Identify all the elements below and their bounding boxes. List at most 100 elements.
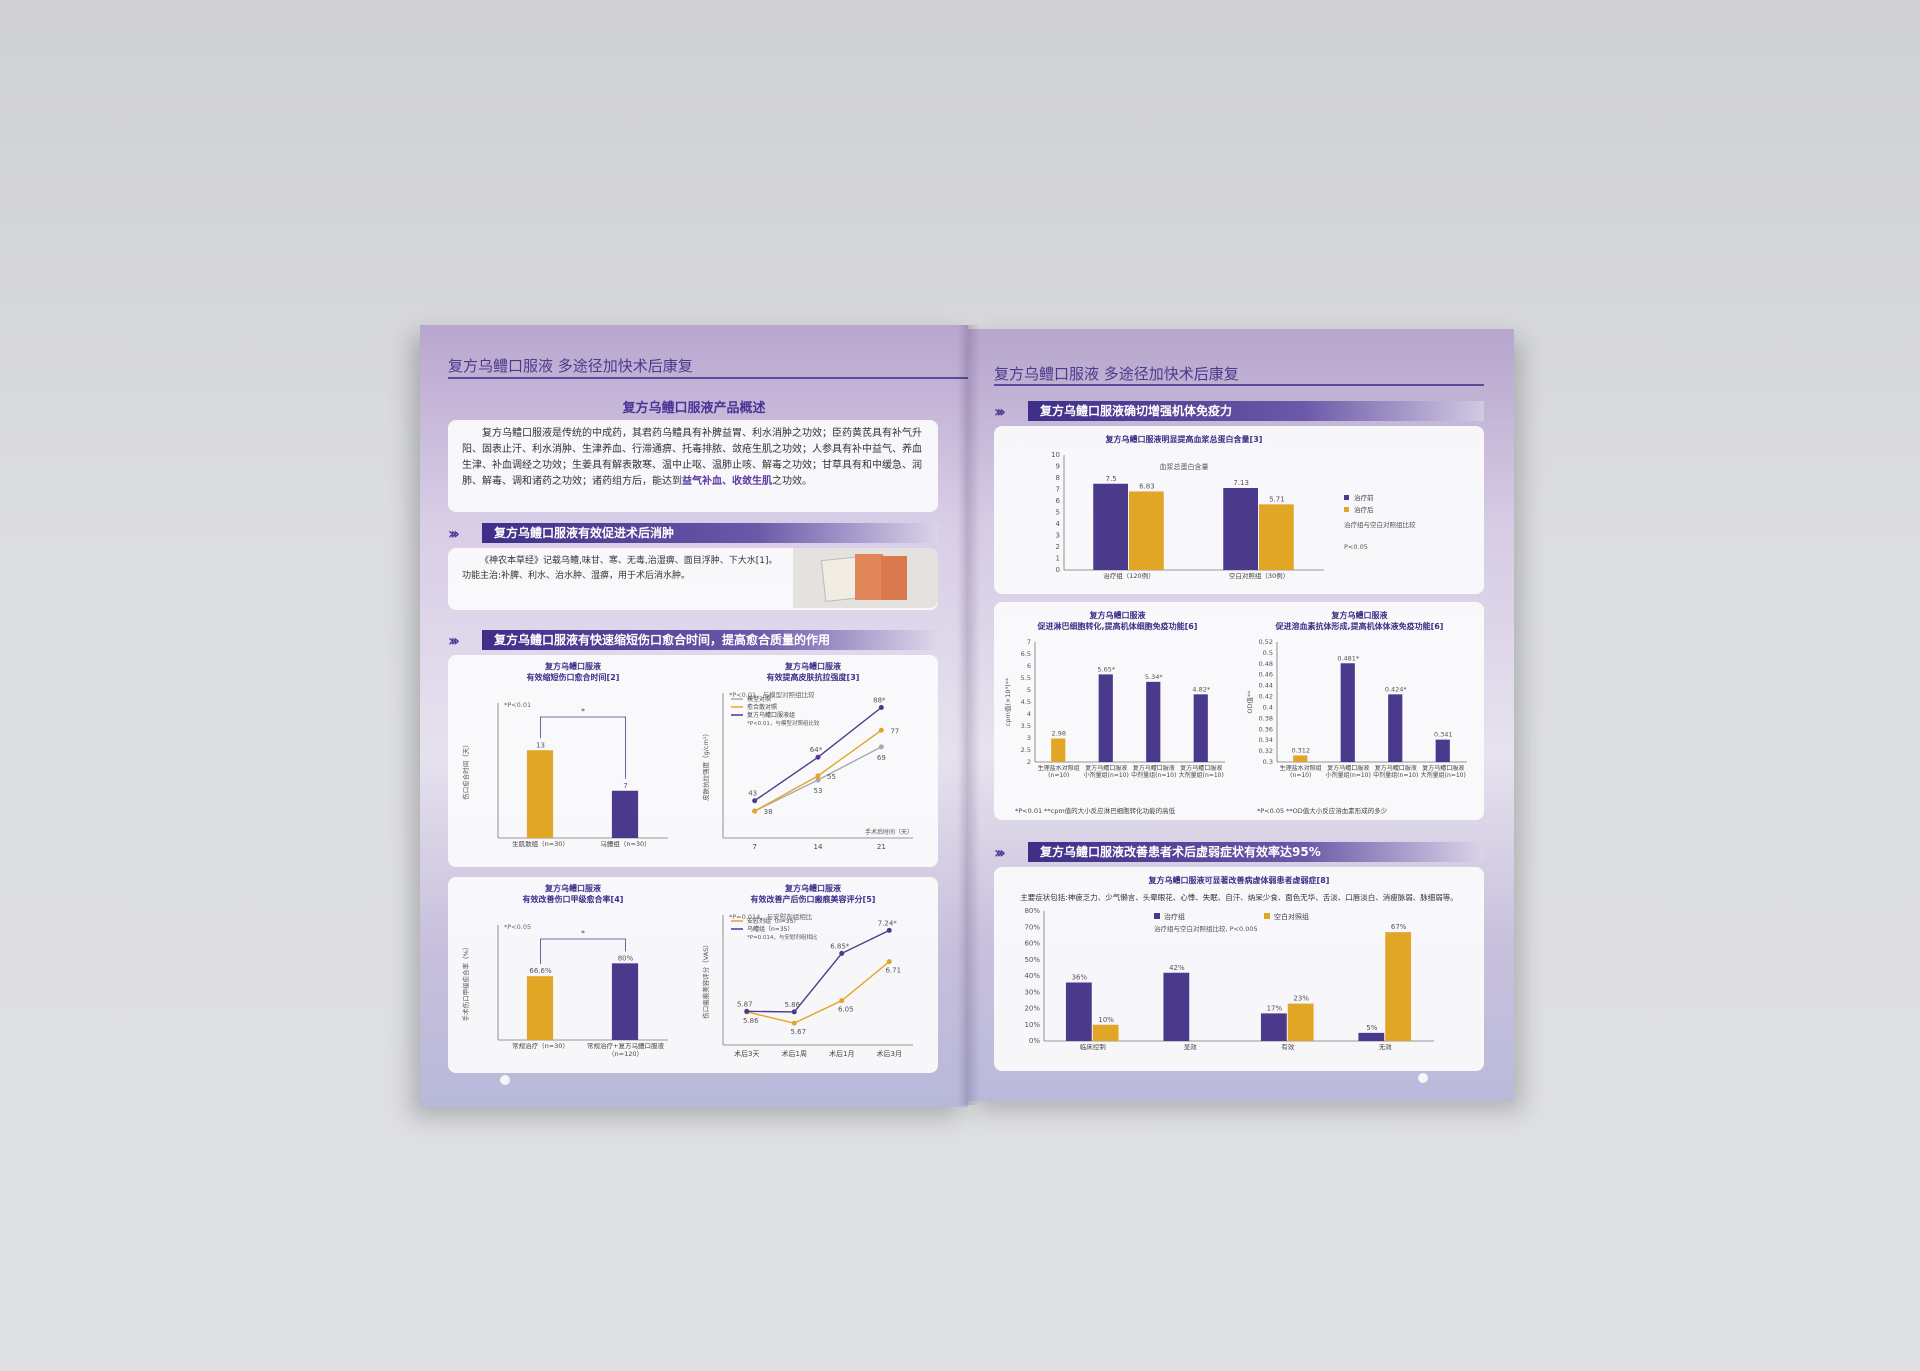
page-header: 复方乌鳢口服液 多途径加快术后康复 — [448, 357, 693, 375]
y-tick-label: 80% — [1024, 907, 1040, 915]
bar — [1293, 755, 1308, 762]
data-label: 0.312 — [1291, 746, 1310, 754]
series-line — [754, 729, 882, 812]
data-label: 43 — [748, 790, 757, 798]
x-tick-label: 术后3天 — [734, 1049, 759, 1058]
x-tick-label: 术后1周 — [782, 1049, 807, 1058]
data-label: 55 — [827, 773, 836, 781]
bar — [526, 750, 554, 838]
chart-title: 复方乌鳢口服液 促进溶血素抗体形成,提高机体体液免疫功能[6] — [1275, 611, 1444, 631]
data-point — [815, 754, 821, 760]
y-tick-label: 7 — [1056, 486, 1060, 494]
y-tick-label: 0.52 — [1259, 638, 1273, 646]
x-tick-label-box: 复方乌鳢口服液中剂量组(n=10) — [1131, 765, 1177, 780]
series-line — [746, 961, 890, 1024]
series-line — [746, 929, 890, 1013]
x-tick-label-box: 乌鳢组（n=30） — [600, 841, 651, 848]
data-label: 7 — [623, 782, 627, 790]
data-label: 6.83 — [1139, 482, 1155, 490]
x-tick-label: 常规治疗+复方乌鳢口服液（n=120） — [587, 1043, 664, 1058]
data-label: 5.71 — [1269, 495, 1285, 503]
significance-mark: * — [581, 929, 585, 938]
x-tick-label: 复方乌鳢口服液小剂量组(n=10) — [1083, 765, 1129, 780]
overview-box: 复方乌鳢口服液是传统的中成药，其君药乌鳢具有补脾益胃、利水消肿之功效；臣药黄芪具… — [448, 420, 938, 512]
bar — [1193, 694, 1208, 762]
chevrons-icon: ››› — [448, 630, 460, 650]
bar — [1092, 1024, 1119, 1041]
x-tick-label: 术后1月 — [829, 1049, 854, 1058]
data-label: 2.98 — [1052, 729, 1066, 737]
swelling-banner: ››› 复方乌鳢口服液有效促进术后消肿 — [448, 523, 938, 543]
data-label: 10% — [1098, 1016, 1114, 1024]
significance-bracket — [540, 938, 626, 965]
x-tick-label: 空白对照组（30例） — [1228, 573, 1290, 580]
bar — [1388, 694, 1403, 762]
chart-heal-time: 复方乌鳢口服液 有效缩短伤口愈合时间[2] 伤口愈合时间（天） *P<0.01 生肌散… — [458, 661, 688, 867]
banner-label: 复方乌鳢口服液有效促进术后消肿 — [482, 523, 938, 543]
legend-label: 乌鳢组（n=35） — [747, 925, 793, 933]
legend-label: 模型对照 — [747, 695, 771, 703]
y-tick-label: 4.5 — [1021, 698, 1031, 706]
chevrons-icon: ››› — [994, 401, 1006, 421]
data-label: 5.87 — [737, 1000, 753, 1008]
x-tick-label: 生理盐水对照组(n=10) — [1037, 765, 1080, 780]
x-tick-label-box: 有效 — [1281, 1044, 1294, 1051]
data-label: 6.85* — [830, 942, 850, 950]
bar — [1223, 488, 1258, 570]
overview-highlight: 益气补血、收敛生肌 — [682, 476, 772, 487]
x-tick-label: 生理盐水对照组(n=10) — [1279, 765, 1322, 780]
legend-label: 治疗前 — [1354, 493, 1374, 502]
chart-description: 主要症状包括:神疲乏力、少气懒言、头晕眼花、心悸、失眠、自汗、纳呆少食、面色无华… — [1020, 893, 1458, 902]
overview-text-b: 之功效。 — [772, 476, 812, 487]
data-label: 5.86 — [784, 1001, 800, 1009]
legend-label: 愈合散对照 — [747, 703, 777, 711]
data-point — [791, 1020, 797, 1026]
y-tick-label: 0% — [1029, 1037, 1040, 1045]
x-tick-label: 生肌散组（n=30） — [512, 841, 569, 848]
data-point — [839, 950, 845, 956]
y-tick-label: 2.5 — [1021, 746, 1031, 754]
chart-tensile-strength: 复方乌鳢口服液 有效提高皮肤抗拉强度[3] 皮肤抗拉强度（g/cm²） *P<0.0… — [698, 661, 928, 867]
bar — [1093, 483, 1128, 570]
y-tick-label: 0 — [1056, 566, 1060, 574]
y-axis-label: 伤口瘢痕美容评分（VAS） — [701, 941, 710, 1019]
data-point — [752, 808, 758, 814]
x-tick-label-box: 临床控制 — [1080, 1044, 1106, 1051]
healing-banner: ››› 复方乌鳢口服液有快速缩短伤口愈合时间，提高愈合质量的作用 — [448, 630, 938, 650]
data-label: 53 — [814, 787, 823, 795]
healing-charts-box-1: 复方乌鳢口服液 有效缩短伤口愈合时间[2] 伤口愈合时间（天） *P<0.01 生肌散… — [448, 655, 938, 867]
bar — [1098, 674, 1113, 762]
significance-mark: * — [581, 707, 585, 716]
x-tick-label: 常规治疗（n=30） — [512, 1043, 569, 1050]
x-tick-label-box: 常规治疗+复方乌鳢口服液（n=120） — [587, 1043, 664, 1058]
data-label: 13 — [536, 741, 545, 749]
y-tick-label: 0.3 — [1263, 758, 1273, 766]
data-point — [878, 727, 884, 733]
x-tick-label: 乌鳢组（n=30） — [600, 841, 651, 848]
data-label: 17% — [1267, 1004, 1283, 1012]
y-tick-label: 0.46 — [1259, 671, 1273, 679]
y-tick-label: 8 — [1056, 474, 1060, 482]
chart-title: 复方乌鳢口服液 促进淋巴细胞转化,提高机体细胞免疫功能[6] — [1037, 611, 1198, 631]
y-tick-label: 7 — [1027, 638, 1031, 646]
bar — [611, 963, 639, 1040]
data-label: 5.65* — [1097, 665, 1115, 673]
y-tick-label: 3 — [1056, 532, 1060, 540]
note: *P<0.01，与模型对照组比较 — [747, 719, 820, 727]
y-axis-label: 手术伤口甲级愈合率（%） — [461, 944, 470, 1022]
y-tick-label: 2 — [1056, 543, 1060, 551]
swelling-line-1: 《神农本草经》记载乌鳢,味甘、寒、无毒,治湿痹、面目浮肿、下大水[1]。 — [480, 556, 778, 566]
data-point — [886, 959, 892, 965]
y-axis-label: 伤口愈合时间（天） — [461, 741, 470, 800]
data-label: 38 — [764, 808, 773, 816]
data-point — [878, 744, 884, 750]
data-label: 23% — [1293, 995, 1309, 1003]
spine-fold — [958, 325, 980, 1105]
chart-title: 复方乌鳢口服液明显提高血浆总蛋白含量[3] — [1105, 435, 1263, 444]
significance-bracket — [540, 716, 626, 779]
header-divider — [448, 377, 968, 379]
immune-charts-box: 复方乌鳢口服液 促进淋巴细胞转化,提高机体细胞免疫功能[6] 2 2.5 3 3.5 4 4… — [994, 602, 1484, 820]
x-tick-label: 复方乌鳢口服液中剂量组(n=10) — [1131, 765, 1177, 780]
weakness-banner: ››› 复方乌鳢口服液改善患者术后虚弱症状有效率达95% — [994, 842, 1484, 862]
data-label: 77 — [890, 727, 899, 735]
